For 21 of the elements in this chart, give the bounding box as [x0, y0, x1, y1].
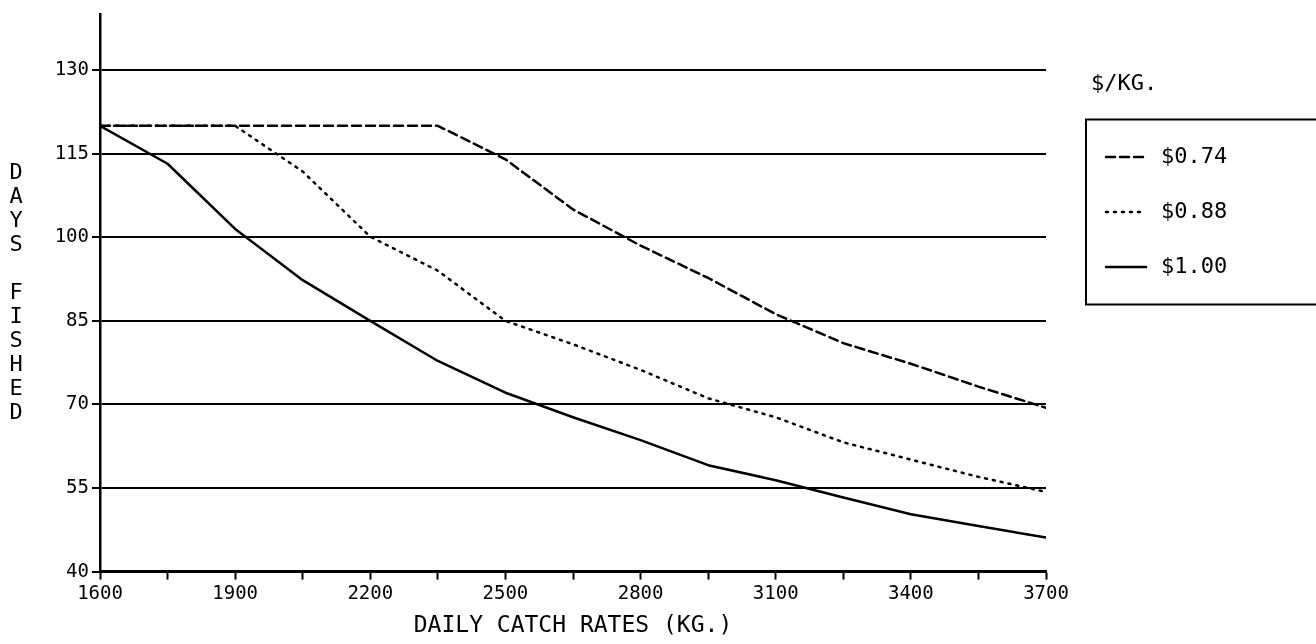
x-tick-label: 2800	[617, 580, 664, 603]
x-tick-label: 2200	[347, 580, 394, 603]
y-tick-label: 40	[66, 558, 89, 581]
x-tick-label: 3100	[752, 580, 799, 603]
x-tick-label: 3700	[1023, 580, 1069, 603]
x-tick-label: 1900	[212, 580, 259, 603]
legend-label: $0.74	[1161, 142, 1228, 168]
legend-label: $0.88	[1161, 197, 1228, 223]
y-tick-label: 100	[54, 224, 89, 247]
x-tick-label: 3400	[887, 580, 934, 603]
y-tick-label: 55	[66, 474, 89, 497]
y-tick-label: 85	[66, 307, 89, 330]
x-tick-label: 2500	[482, 580, 529, 603]
x-tick-label: 1600	[77, 580, 123, 603]
text: DAYS FISHED	[9, 158, 23, 424]
y-tick-label: 130	[54, 57, 89, 80]
y-tick-label: 115	[54, 140, 89, 163]
x-axis-title: DAILY CATCH RATES (KG.)	[413, 611, 733, 638]
legend-title: $/KG.	[1091, 70, 1158, 96]
y-tick-label: 70	[66, 391, 89, 414]
legend-label: $1.00	[1161, 252, 1228, 278]
